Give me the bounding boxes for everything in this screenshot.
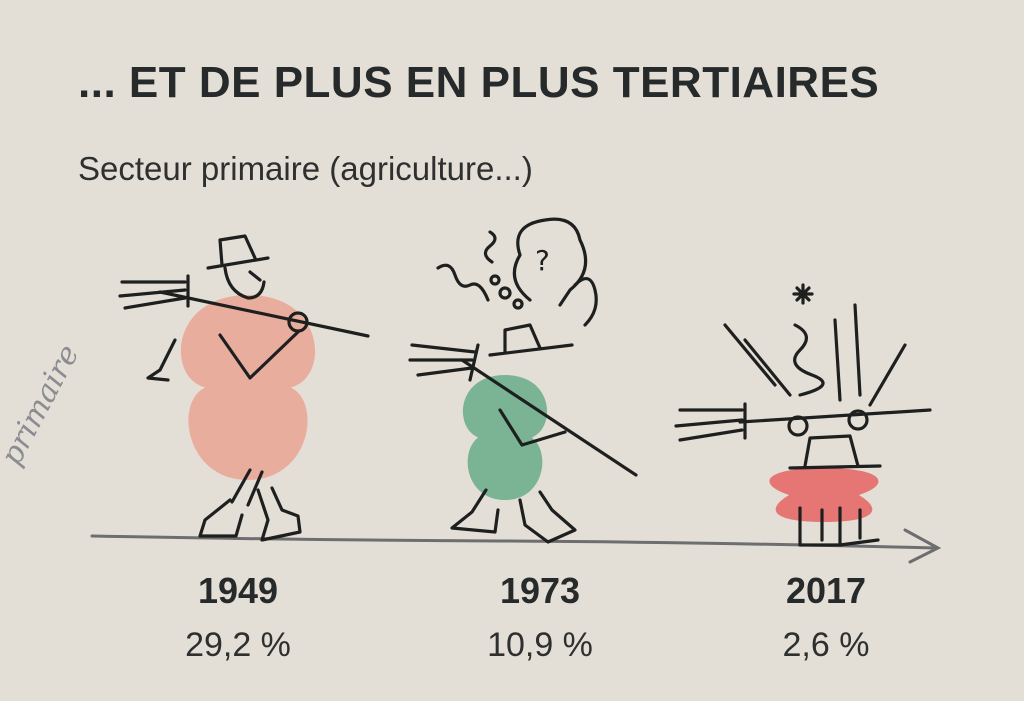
value-label-1973: 10,9 %: [487, 626, 593, 664]
timeline-arrow: [90, 528, 942, 564]
farmer-figure-1973: ?: [408, 217, 638, 544]
farmer-figure-1949: [118, 234, 370, 542]
year-label-1949: 1949: [197, 570, 279, 611]
chart-title: ... ET DE PLUS EN PLUS TERTIAIRES: [78, 58, 880, 107]
blob-1949: [180, 295, 316, 480]
year-label-1973: 1973: [499, 570, 581, 611]
blob-1973: [462, 375, 548, 500]
farmer-figure-2017: [674, 283, 932, 547]
chart-subtitle: Secteur primaire (agriculture...): [78, 150, 533, 187]
value-label-1949: 29,2 %: [185, 626, 291, 664]
value-label-2017: 2,6 %: [782, 626, 870, 664]
year-label-2017: 2017: [785, 570, 867, 611]
blob-2017: [769, 468, 879, 522]
svg-text:?: ?: [535, 244, 550, 277]
